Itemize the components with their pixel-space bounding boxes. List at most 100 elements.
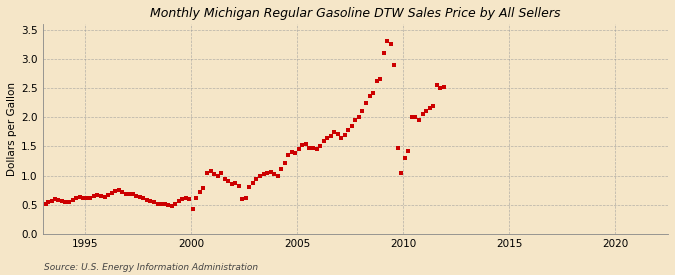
Point	[106, 191, 117, 195]
Point	[290, 151, 301, 156]
Title: Monthly Michigan Regular Gasoline DTW Sales Price by All Sellers: Monthly Michigan Regular Gasoline DTW Sa…	[150, 7, 560, 20]
Point	[134, 195, 145, 199]
Point	[43, 200, 53, 204]
Point	[74, 195, 85, 199]
Y-axis label: Dollars per Gallon: Dollars per Gallon	[7, 82, 17, 176]
Point	[223, 179, 234, 184]
Point	[163, 203, 173, 208]
Point	[254, 174, 265, 178]
Point	[438, 85, 449, 89]
Point	[113, 188, 124, 192]
Point	[138, 196, 148, 200]
Point	[304, 145, 315, 150]
Point	[142, 197, 153, 202]
Point	[152, 201, 163, 206]
Point	[46, 199, 57, 203]
Point	[389, 62, 400, 67]
Point	[202, 170, 213, 175]
Point	[53, 198, 64, 202]
Point	[322, 136, 333, 140]
Point	[396, 170, 407, 175]
Point	[244, 185, 254, 189]
Point	[117, 190, 128, 194]
Point	[414, 118, 425, 122]
Point	[346, 124, 357, 128]
Point	[71, 196, 82, 200]
Point	[315, 144, 325, 148]
Point	[340, 133, 350, 137]
Point	[99, 194, 110, 199]
Point	[385, 42, 396, 46]
Point	[226, 182, 237, 186]
Point	[95, 194, 106, 198]
Point	[294, 147, 304, 152]
Point	[159, 202, 170, 206]
Point	[209, 172, 219, 177]
Point	[392, 145, 403, 150]
Point	[329, 130, 340, 135]
Point	[421, 109, 431, 114]
Point	[424, 106, 435, 111]
Point	[110, 189, 121, 193]
Point	[85, 196, 96, 200]
Point	[234, 183, 244, 188]
Point	[173, 199, 184, 203]
Point	[78, 196, 88, 200]
Point	[286, 150, 297, 155]
Point	[417, 112, 428, 117]
Point	[120, 191, 131, 196]
Point	[382, 39, 393, 44]
Point	[403, 149, 414, 153]
Point	[272, 174, 283, 178]
Point	[275, 166, 286, 171]
Point	[343, 128, 354, 132]
Point	[124, 191, 134, 196]
Point	[177, 197, 188, 201]
Text: Source: U.S. Energy Information Administration: Source: U.S. Energy Information Administ…	[44, 263, 258, 272]
Point	[184, 197, 194, 201]
Point	[187, 207, 198, 212]
Point	[148, 200, 159, 205]
Point	[49, 197, 60, 201]
Point	[88, 194, 99, 198]
Point	[240, 196, 251, 200]
Point	[300, 141, 311, 146]
Point	[375, 77, 385, 81]
Point	[166, 204, 177, 208]
Point	[318, 138, 329, 143]
Point	[332, 131, 343, 136]
Point	[191, 196, 202, 200]
Point	[283, 153, 294, 157]
Point	[248, 180, 259, 185]
Point	[435, 86, 446, 90]
Point	[335, 136, 346, 140]
Point	[400, 156, 410, 160]
Point	[131, 194, 142, 198]
Point	[406, 115, 417, 119]
Point	[350, 118, 360, 122]
Point	[219, 177, 230, 181]
Point	[180, 196, 191, 200]
Point	[367, 90, 378, 95]
Point	[68, 198, 78, 202]
Point	[279, 161, 290, 165]
Point	[169, 201, 180, 206]
Point	[261, 170, 272, 175]
Point	[145, 199, 156, 203]
Point	[237, 197, 248, 201]
Point	[308, 145, 319, 150]
Point	[431, 83, 442, 87]
Point	[265, 169, 276, 174]
Point	[63, 200, 74, 204]
Point	[40, 201, 51, 206]
Point	[216, 170, 227, 175]
Point	[205, 169, 216, 173]
Point	[194, 190, 205, 194]
Point	[198, 186, 209, 191]
Point	[311, 147, 322, 152]
Point	[57, 199, 68, 204]
Point	[360, 100, 371, 105]
Point	[364, 94, 375, 98]
Point	[92, 193, 103, 197]
Point	[325, 134, 336, 138]
